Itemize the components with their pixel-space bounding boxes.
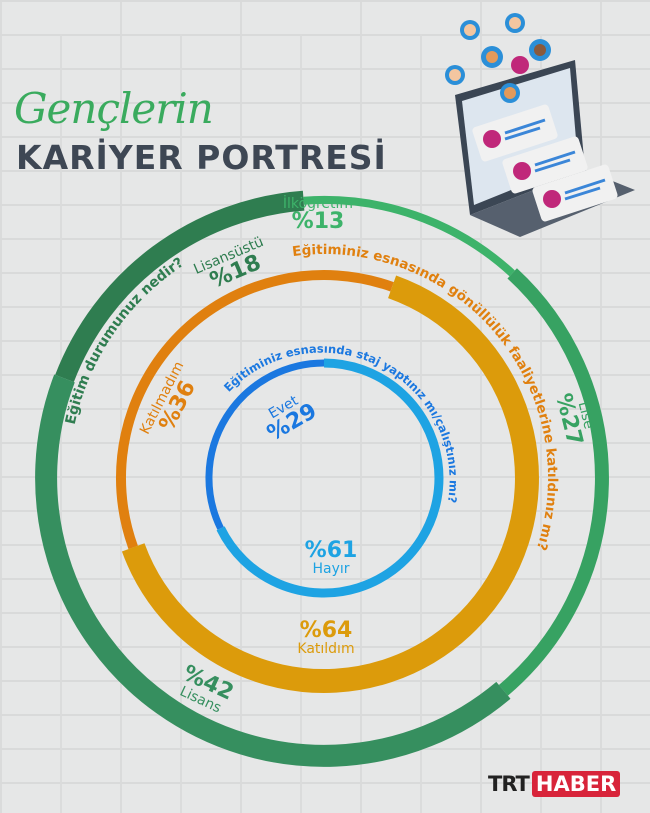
label-hayir: %61 Hayır <box>291 538 371 577</box>
title-script: Gençlerin <box>14 84 214 133</box>
ring-segment-evet <box>205 359 325 530</box>
value-label: %61 <box>304 538 358 563</box>
value-label: %13 <box>291 209 345 234</box>
ring-segment-lisansustu <box>55 190 305 382</box>
value-label: %64 <box>299 618 353 643</box>
trt-haber-logo: TRT HABER <box>488 771 621 797</box>
ring-segment-ilkogretim <box>303 196 515 277</box>
ring-segment-hayir <box>216 358 444 598</box>
category-label: Hayır <box>312 561 350 577</box>
ring-segment-katildim <box>121 275 539 694</box>
logo-trt: TRT <box>488 772 530 796</box>
label-katildim: %64 Katıldım <box>286 618 366 657</box>
laptop-people-illustration <box>445 13 635 237</box>
category-label: Katıldım <box>297 641 355 657</box>
ring-segment-lisans <box>35 374 511 767</box>
avatar-icons <box>445 13 551 85</box>
logo-haber: HABER <box>531 771 621 797</box>
category-label: İlköğretim <box>282 196 354 212</box>
ring-segment-katilmadim <box>115 270 394 550</box>
page-title: KARİYER PORTRESİ <box>16 138 387 177</box>
ring-segment-lise <box>498 268 609 696</box>
profile-cards <box>472 104 618 222</box>
label-ilkogretim: İlköğretim %13 <box>278 197 358 233</box>
